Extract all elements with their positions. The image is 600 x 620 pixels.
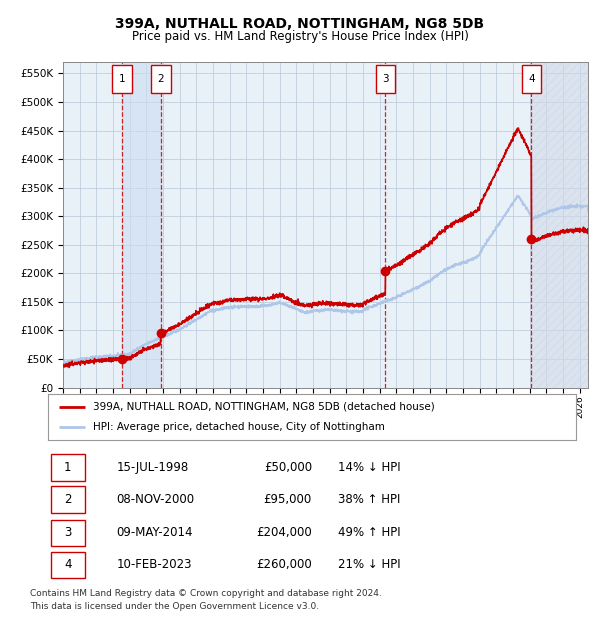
Text: 08-NOV-2000: 08-NOV-2000 (116, 493, 195, 506)
Text: 3: 3 (64, 526, 71, 539)
Text: 49% ↑ HPI: 49% ↑ HPI (338, 526, 401, 539)
Text: £204,000: £204,000 (256, 526, 312, 539)
Text: 2: 2 (64, 493, 71, 506)
Bar (532, 62, 588, 388)
Text: 4: 4 (528, 74, 535, 84)
Text: 2: 2 (157, 74, 164, 84)
Text: 1: 1 (64, 461, 71, 474)
Text: Price paid vs. HM Land Registry's House Price Index (HPI): Price paid vs. HM Land Registry's House … (131, 30, 469, 43)
Text: 1: 1 (119, 74, 125, 84)
FancyBboxPatch shape (112, 65, 132, 93)
Text: HPI: Average price, detached house, City of Nottingham: HPI: Average price, detached house, City… (93, 422, 385, 432)
FancyBboxPatch shape (50, 552, 85, 578)
Text: Contains HM Land Registry data © Crown copyright and database right 2024.
This d: Contains HM Land Registry data © Crown c… (30, 589, 382, 611)
Text: £50,000: £50,000 (264, 461, 312, 474)
Text: 14% ↓ HPI: 14% ↓ HPI (338, 461, 401, 474)
Text: 21% ↓ HPI: 21% ↓ HPI (338, 559, 401, 572)
Text: £260,000: £260,000 (256, 559, 312, 572)
Text: £95,000: £95,000 (264, 493, 312, 506)
Text: 3: 3 (382, 74, 389, 84)
FancyBboxPatch shape (50, 486, 85, 513)
Text: 399A, NUTHALL ROAD, NOTTINGHAM, NG8 5DB (detached house): 399A, NUTHALL ROAD, NOTTINGHAM, NG8 5DB … (93, 402, 434, 412)
Text: 09-MAY-2014: 09-MAY-2014 (116, 526, 193, 539)
Text: 38% ↑ HPI: 38% ↑ HPI (338, 493, 401, 506)
Text: 399A, NUTHALL ROAD, NOTTINGHAM, NG8 5DB: 399A, NUTHALL ROAD, NOTTINGHAM, NG8 5DB (115, 17, 485, 32)
FancyBboxPatch shape (521, 65, 541, 93)
Text: 10-FEB-2023: 10-FEB-2023 (116, 559, 192, 572)
FancyBboxPatch shape (151, 65, 170, 93)
Bar (122, 62, 161, 388)
FancyBboxPatch shape (376, 65, 395, 93)
FancyBboxPatch shape (50, 454, 85, 480)
Text: 4: 4 (64, 559, 71, 572)
Text: 15-JUL-1998: 15-JUL-1998 (116, 461, 189, 474)
FancyBboxPatch shape (50, 520, 85, 546)
